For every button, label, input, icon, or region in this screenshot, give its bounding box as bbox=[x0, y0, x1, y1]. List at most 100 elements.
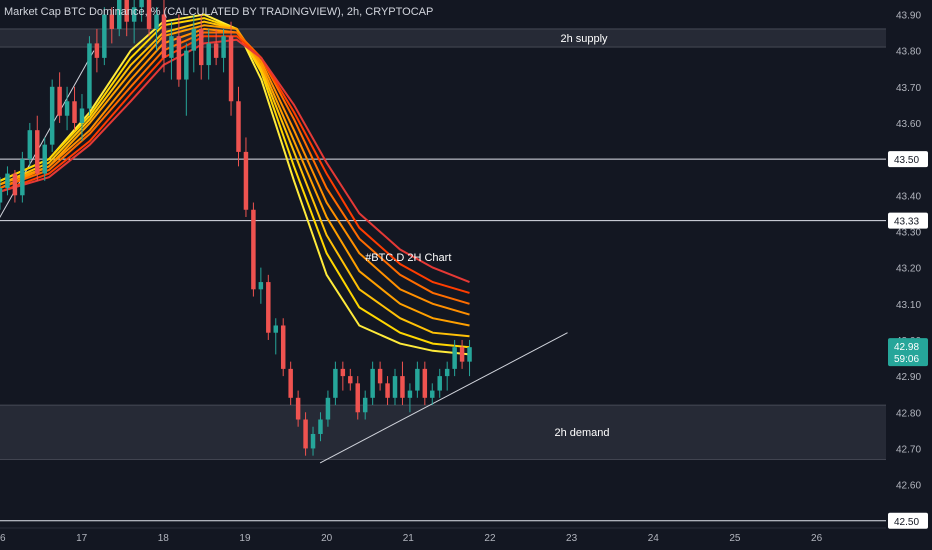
candle[interactable] bbox=[340, 368, 346, 377]
level-price-label: 43.50 bbox=[894, 155, 919, 166]
level-price-tag bbox=[888, 512, 928, 529]
x-tick-label: 18 bbox=[158, 533, 170, 544]
y-tick-label: 43.90 bbox=[896, 10, 921, 21]
candle[interactable] bbox=[251, 209, 256, 290]
x-tick-label: 23 bbox=[566, 533, 578, 544]
y-tick-label: 43.10 bbox=[896, 300, 921, 311]
candle[interactable] bbox=[415, 368, 420, 391]
bar-countdown: 59:06 bbox=[894, 354, 919, 365]
level-price-tag bbox=[888, 212, 928, 229]
x-tick-label: 22 bbox=[484, 533, 496, 544]
candle[interactable] bbox=[362, 397, 368, 413]
ribbon-line bbox=[0, 38, 470, 284]
candle[interactable] bbox=[64, 101, 70, 116]
candle[interactable] bbox=[198, 28, 204, 66]
level-price-tag bbox=[888, 151, 928, 168]
zone-1 bbox=[0, 405, 886, 460]
candle[interactable] bbox=[79, 108, 85, 123]
candle[interactable] bbox=[325, 397, 331, 420]
candle[interactable] bbox=[176, 36, 182, 80]
candle[interactable] bbox=[27, 130, 33, 160]
candle[interactable] bbox=[392, 376, 398, 398]
candle[interactable] bbox=[94, 43, 100, 58]
candle[interactable] bbox=[20, 159, 25, 196]
zone-label: 2h supply bbox=[560, 33, 608, 45]
candle[interactable] bbox=[161, 14, 167, 58]
candle[interactable] bbox=[437, 376, 442, 391]
candle[interactable] bbox=[370, 368, 375, 398]
candle[interactable] bbox=[258, 282, 264, 290]
candle[interactable] bbox=[57, 86, 62, 116]
ribbon-line bbox=[0, 27, 470, 316]
candle[interactable] bbox=[333, 368, 338, 398]
candle[interactable] bbox=[280, 325, 286, 369]
candle[interactable] bbox=[87, 43, 92, 109]
candle[interactable] bbox=[213, 43, 219, 58]
candle[interactable] bbox=[318, 419, 323, 434]
candle[interactable] bbox=[310, 433, 316, 449]
y-tick-label: 42.70 bbox=[896, 444, 921, 455]
candle[interactable] bbox=[303, 419, 308, 449]
candle[interactable] bbox=[243, 151, 249, 210]
candle[interactable] bbox=[169, 36, 174, 58]
price-axis[interactable] bbox=[886, 0, 932, 550]
candle[interactable] bbox=[266, 282, 271, 333]
ribbon-line bbox=[0, 24, 470, 327]
candle[interactable] bbox=[49, 86, 55, 145]
candle[interactable] bbox=[348, 376, 353, 384]
trendline[interactable] bbox=[0, 50, 95, 225]
candle[interactable] bbox=[191, 28, 197, 51]
candle[interactable] bbox=[422, 368, 428, 398]
candle[interactable] bbox=[0, 188, 3, 203]
y-tick-label: 42.80 bbox=[896, 408, 921, 419]
candle[interactable] bbox=[377, 368, 383, 384]
candle[interactable] bbox=[228, 36, 234, 102]
candle[interactable] bbox=[206, 43, 211, 66]
last-price-tag bbox=[888, 338, 928, 367]
candle[interactable] bbox=[452, 347, 457, 369]
y-tick-label: 43.30 bbox=[896, 227, 921, 238]
x-tick-label: 16 bbox=[0, 533, 6, 544]
candle[interactable] bbox=[146, 0, 152, 29]
zone-0 bbox=[0, 28, 886, 48]
candle[interactable] bbox=[400, 376, 405, 398]
trendline[interactable] bbox=[319, 332, 568, 464]
ribbon-line bbox=[0, 13, 470, 356]
candle[interactable] bbox=[295, 397, 301, 420]
candle[interactable] bbox=[102, 14, 107, 58]
y-tick-label: 42.60 bbox=[896, 481, 921, 492]
candle[interactable] bbox=[273, 325, 278, 333]
candle[interactable] bbox=[236, 101, 241, 152]
candle[interactable] bbox=[109, 14, 115, 29]
y-tick-label: 43.60 bbox=[896, 119, 921, 130]
chart-annotation: #BTC.D 2H Chart bbox=[365, 252, 451, 264]
candle[interactable] bbox=[5, 173, 10, 189]
candle[interactable] bbox=[184, 50, 189, 80]
candle[interactable] bbox=[72, 101, 77, 123]
candle[interactable] bbox=[385, 383, 390, 398]
candle[interactable] bbox=[288, 368, 293, 398]
candle[interactable] bbox=[35, 130, 40, 174]
candle[interactable] bbox=[355, 383, 360, 413]
candle[interactable] bbox=[407, 390, 413, 398]
y-tick-label: 43.70 bbox=[896, 83, 921, 94]
candle[interactable] bbox=[459, 347, 465, 362]
level-price-label: 43.33 bbox=[894, 217, 919, 228]
x-tick-label: 25 bbox=[729, 533, 741, 544]
x-tick-label: 17 bbox=[76, 533, 88, 544]
candle[interactable] bbox=[131, 7, 137, 22]
x-tick-label: 20 bbox=[321, 533, 333, 544]
candle[interactable] bbox=[124, 0, 129, 22]
candle[interactable] bbox=[430, 390, 435, 398]
candle[interactable] bbox=[42, 144, 47, 174]
last-price-label: 42.98 bbox=[894, 342, 919, 353]
y-tick-label: 42.90 bbox=[896, 372, 921, 383]
candle[interactable] bbox=[12, 173, 18, 196]
candle[interactable] bbox=[139, 0, 144, 8]
candle[interactable] bbox=[467, 347, 472, 362]
candle[interactable] bbox=[154, 14, 159, 29]
candle[interactable] bbox=[444, 368, 450, 377]
candle[interactable] bbox=[221, 36, 226, 58]
candle[interactable] bbox=[117, 0, 122, 29]
